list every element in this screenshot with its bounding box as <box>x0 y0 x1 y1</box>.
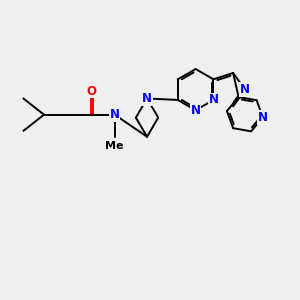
Text: N: N <box>240 83 250 96</box>
Text: N: N <box>110 108 120 121</box>
Text: N: N <box>190 104 201 117</box>
Text: Me: Me <box>105 141 124 151</box>
Text: O: O <box>86 85 96 98</box>
Text: N: N <box>258 111 268 124</box>
Text: N: N <box>142 92 152 105</box>
Text: N: N <box>208 93 218 106</box>
